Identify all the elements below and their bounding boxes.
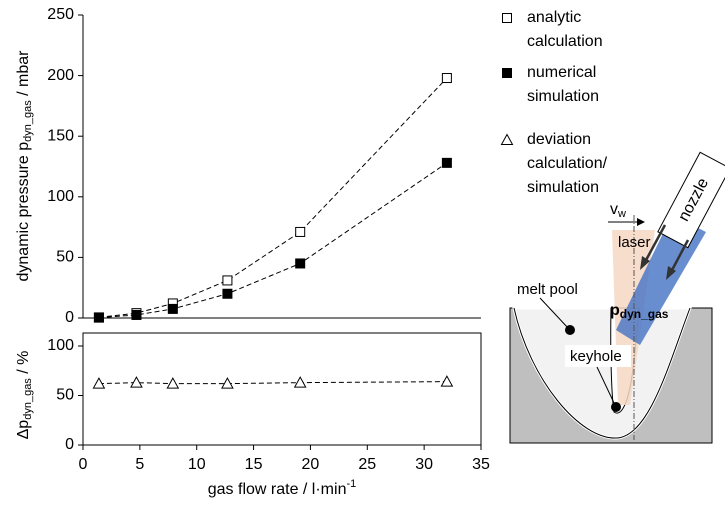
axis-label: Δpdyn_gas / % xyxy=(15,351,34,440)
marker xyxy=(92,377,106,389)
marker xyxy=(131,309,142,320)
pressure-subscript: dyn_gas xyxy=(620,307,669,321)
axis-label-part: dyn_gas xyxy=(22,100,34,142)
melt-pool-outline xyxy=(513,307,691,439)
axis-label-part: -1 xyxy=(346,478,356,490)
legend-entry: numerical simulation xyxy=(527,64,600,105)
axis-label-part: Δp xyxy=(15,420,32,440)
legend-entry: analytic calculation xyxy=(527,9,603,50)
axis-label: dynamic pressure pdyn_gas / mbar xyxy=(15,50,34,282)
marker xyxy=(221,377,234,389)
marker xyxy=(222,288,233,299)
gas-arrow xyxy=(669,239,690,273)
marker xyxy=(166,377,180,389)
gas-arrow xyxy=(643,224,667,263)
leader-line xyxy=(539,297,570,330)
x-tick-label: 20 xyxy=(302,456,320,473)
y-tick-label: 0 xyxy=(65,309,74,326)
trend-line xyxy=(98,162,448,319)
axis-label: gas flow rate / l·min-1 xyxy=(208,478,357,498)
axis-label-part: / % xyxy=(15,351,32,379)
legend-swatch xyxy=(502,68,512,78)
marker xyxy=(441,157,452,168)
leader-line xyxy=(596,366,616,406)
legend-entry: deviation calculation/ simulation xyxy=(527,131,608,196)
keyhole-dot xyxy=(611,402,621,412)
trend-line xyxy=(98,77,448,318)
marker xyxy=(293,376,307,388)
axis-label-part: dynamic pressure p xyxy=(15,142,32,282)
y-tick-label: 0 xyxy=(65,436,74,453)
marker xyxy=(93,312,104,323)
marker xyxy=(130,376,143,388)
pressure-symbol: p xyxy=(610,302,620,319)
legend-swatch xyxy=(502,13,512,23)
x-tick-label: 5 xyxy=(135,456,144,473)
process-diagram: nozzle vw laser melt pool keyhole pdyn_g… xyxy=(509,151,725,444)
x-tick-label: 0 xyxy=(79,456,88,473)
velocity-arrow-head xyxy=(637,218,645,226)
melt-pool-dot xyxy=(565,325,575,335)
keyhole-label: keyhole xyxy=(570,348,622,365)
pressure-label: pdyn_gas xyxy=(610,302,669,321)
marker xyxy=(295,258,306,269)
x-tick-label: 15 xyxy=(245,456,263,473)
velocity-symbol: v xyxy=(610,201,618,218)
laser-label: laser xyxy=(618,234,651,251)
marker xyxy=(167,303,178,314)
gas-arrow-head xyxy=(640,256,650,270)
y-tick-label: 50 xyxy=(56,387,74,404)
trend-line xyxy=(98,381,447,385)
marker xyxy=(440,375,454,387)
melt-pool-label: melt pool xyxy=(517,281,578,298)
marker xyxy=(222,275,233,286)
velocity-subscript: w xyxy=(617,208,626,220)
marker xyxy=(295,226,306,237)
velocity-label: vw xyxy=(610,201,626,220)
plot-frame xyxy=(82,332,482,446)
nozzle-box: nozzle xyxy=(657,151,725,249)
legend-swatch xyxy=(500,133,514,145)
gas-arrow-head xyxy=(666,266,676,280)
y-tick-label: 50 xyxy=(56,249,74,266)
nozzle-rect xyxy=(657,151,725,249)
axis-label-part: dyn_gas xyxy=(22,378,34,420)
x-tick-label: 25 xyxy=(358,456,376,473)
y-tick-label: 100 xyxy=(47,337,74,354)
axis-label-part: / mbar xyxy=(15,50,32,100)
axis-label-part: gas flow rate / l·min xyxy=(208,481,347,498)
y-tick-label: 200 xyxy=(47,67,74,84)
keyhole-label-bg xyxy=(565,345,631,367)
x-tick-label: 10 xyxy=(188,456,206,473)
x-tick-label: 35 xyxy=(472,456,490,473)
y-tick-label: 250 xyxy=(47,6,74,23)
x-tick-label: 30 xyxy=(415,456,433,473)
y-tick-label: 100 xyxy=(47,188,74,205)
marker xyxy=(441,73,452,84)
y-tick-label: 150 xyxy=(47,127,74,144)
